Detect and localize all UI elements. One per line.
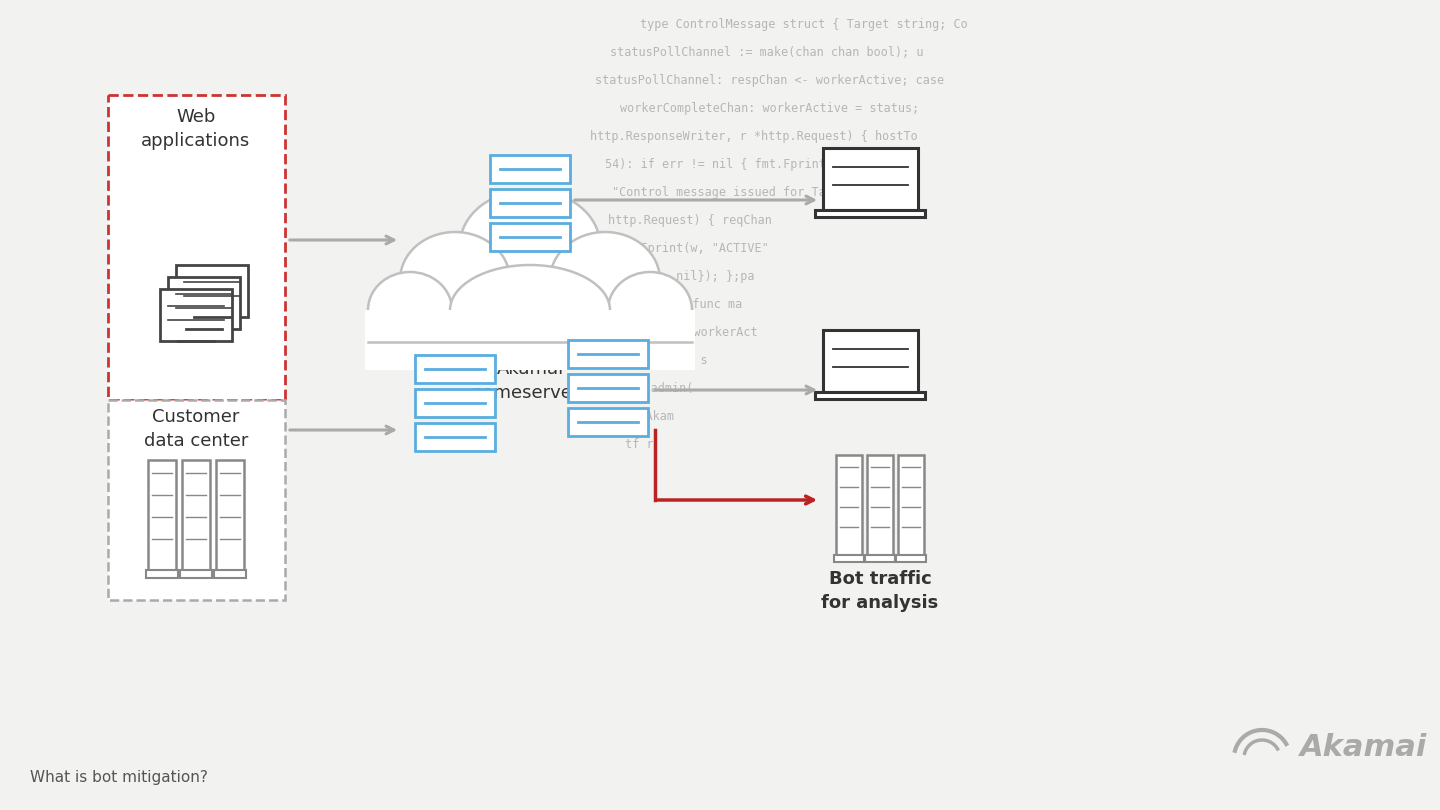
Text: func admin(: func admin( [615, 382, 694, 395]
Text: Web
applications: Web applications [141, 108, 251, 150]
FancyBboxPatch shape [837, 455, 863, 555]
FancyBboxPatch shape [815, 392, 924, 399]
Ellipse shape [449, 265, 611, 355]
Ellipse shape [608, 272, 693, 348]
Text: ':1337", nil}); };pa: ':1337", nil}); };pa [612, 270, 755, 283]
FancyBboxPatch shape [145, 570, 179, 578]
FancyBboxPatch shape [176, 265, 248, 317]
FancyBboxPatch shape [834, 555, 864, 562]
FancyBboxPatch shape [567, 374, 648, 402]
FancyBboxPatch shape [108, 95, 285, 400]
Ellipse shape [459, 190, 600, 300]
FancyBboxPatch shape [867, 455, 893, 555]
FancyBboxPatch shape [822, 330, 917, 392]
FancyBboxPatch shape [181, 460, 210, 570]
Text: fmt.Fprint(w, "ACTIVE": fmt.Fprint(w, "ACTIVE" [612, 242, 769, 255]
FancyBboxPatch shape [490, 155, 570, 183]
Text: statusPollChannel := make(chan chan bool); u: statusPollChannel := make(chan chan bool… [611, 46, 923, 59]
FancyBboxPatch shape [148, 460, 176, 570]
Text: Bot traffic
for analysis: Bot traffic for analysis [821, 570, 939, 612]
Bar [364, 310, 696, 370]
FancyBboxPatch shape [108, 400, 285, 600]
FancyBboxPatch shape [168, 277, 240, 329]
Text: Akamai
nameservers: Akamai nameservers [471, 360, 589, 402]
FancyBboxPatch shape [490, 223, 570, 251]
Text: What is bot mitigation?: What is bot mitigation? [30, 770, 207, 785]
Text: Customer
data center: Customer data center [144, 408, 248, 450]
FancyBboxPatch shape [415, 423, 495, 451]
FancyBboxPatch shape [822, 148, 917, 210]
FancyBboxPatch shape [490, 189, 570, 217]
Ellipse shape [550, 232, 660, 328]
FancyBboxPatch shape [215, 570, 246, 578]
FancyBboxPatch shape [899, 455, 924, 555]
Text: chan bool): workerAct: chan bool): workerAct [608, 326, 757, 339]
Text: 54): if err != nil { fmt.Fprintf(w,: 54): if err != nil { fmt.Fprintf(w, [605, 158, 854, 171]
Text: uint64: ); func ma: uint64: ); func ma [613, 298, 742, 311]
Text: hostAkam: hostAkam [618, 410, 675, 423]
FancyBboxPatch shape [216, 460, 243, 570]
Text: type ControlMessage struct { Target string; Co: type ControlMessage struct { Target stri… [639, 18, 968, 31]
FancyBboxPatch shape [896, 555, 926, 562]
FancyBboxPatch shape [567, 408, 648, 436]
Text: case msg := s: case msg := s [615, 354, 707, 367]
FancyBboxPatch shape [160, 289, 232, 341]
Ellipse shape [369, 272, 452, 348]
Text: statusPollChannel: respChan <- workerActive; case: statusPollChannel: respChan <- workerAct… [595, 74, 945, 87]
Text: workerCompleteChan: workerActive = status;: workerCompleteChan: workerActive = statu… [621, 102, 919, 115]
FancyBboxPatch shape [567, 340, 648, 368]
FancyBboxPatch shape [815, 210, 924, 217]
FancyBboxPatch shape [180, 570, 212, 578]
FancyBboxPatch shape [865, 555, 896, 562]
Text: http.ResponseWriter, r *http.Request) { hostTo: http.ResponseWriter, r *http.Request) { … [590, 130, 917, 143]
Text: tf r: tf r [625, 438, 654, 451]
Text: "Control message issued for Ta: "Control message issued for Ta [612, 186, 825, 199]
Ellipse shape [400, 232, 510, 328]
FancyBboxPatch shape [415, 389, 495, 417]
Text: http.Request) { reqChan: http.Request) { reqChan [608, 214, 772, 227]
Text: Akamai: Akamai [1300, 733, 1427, 762]
FancyBboxPatch shape [415, 355, 495, 383]
